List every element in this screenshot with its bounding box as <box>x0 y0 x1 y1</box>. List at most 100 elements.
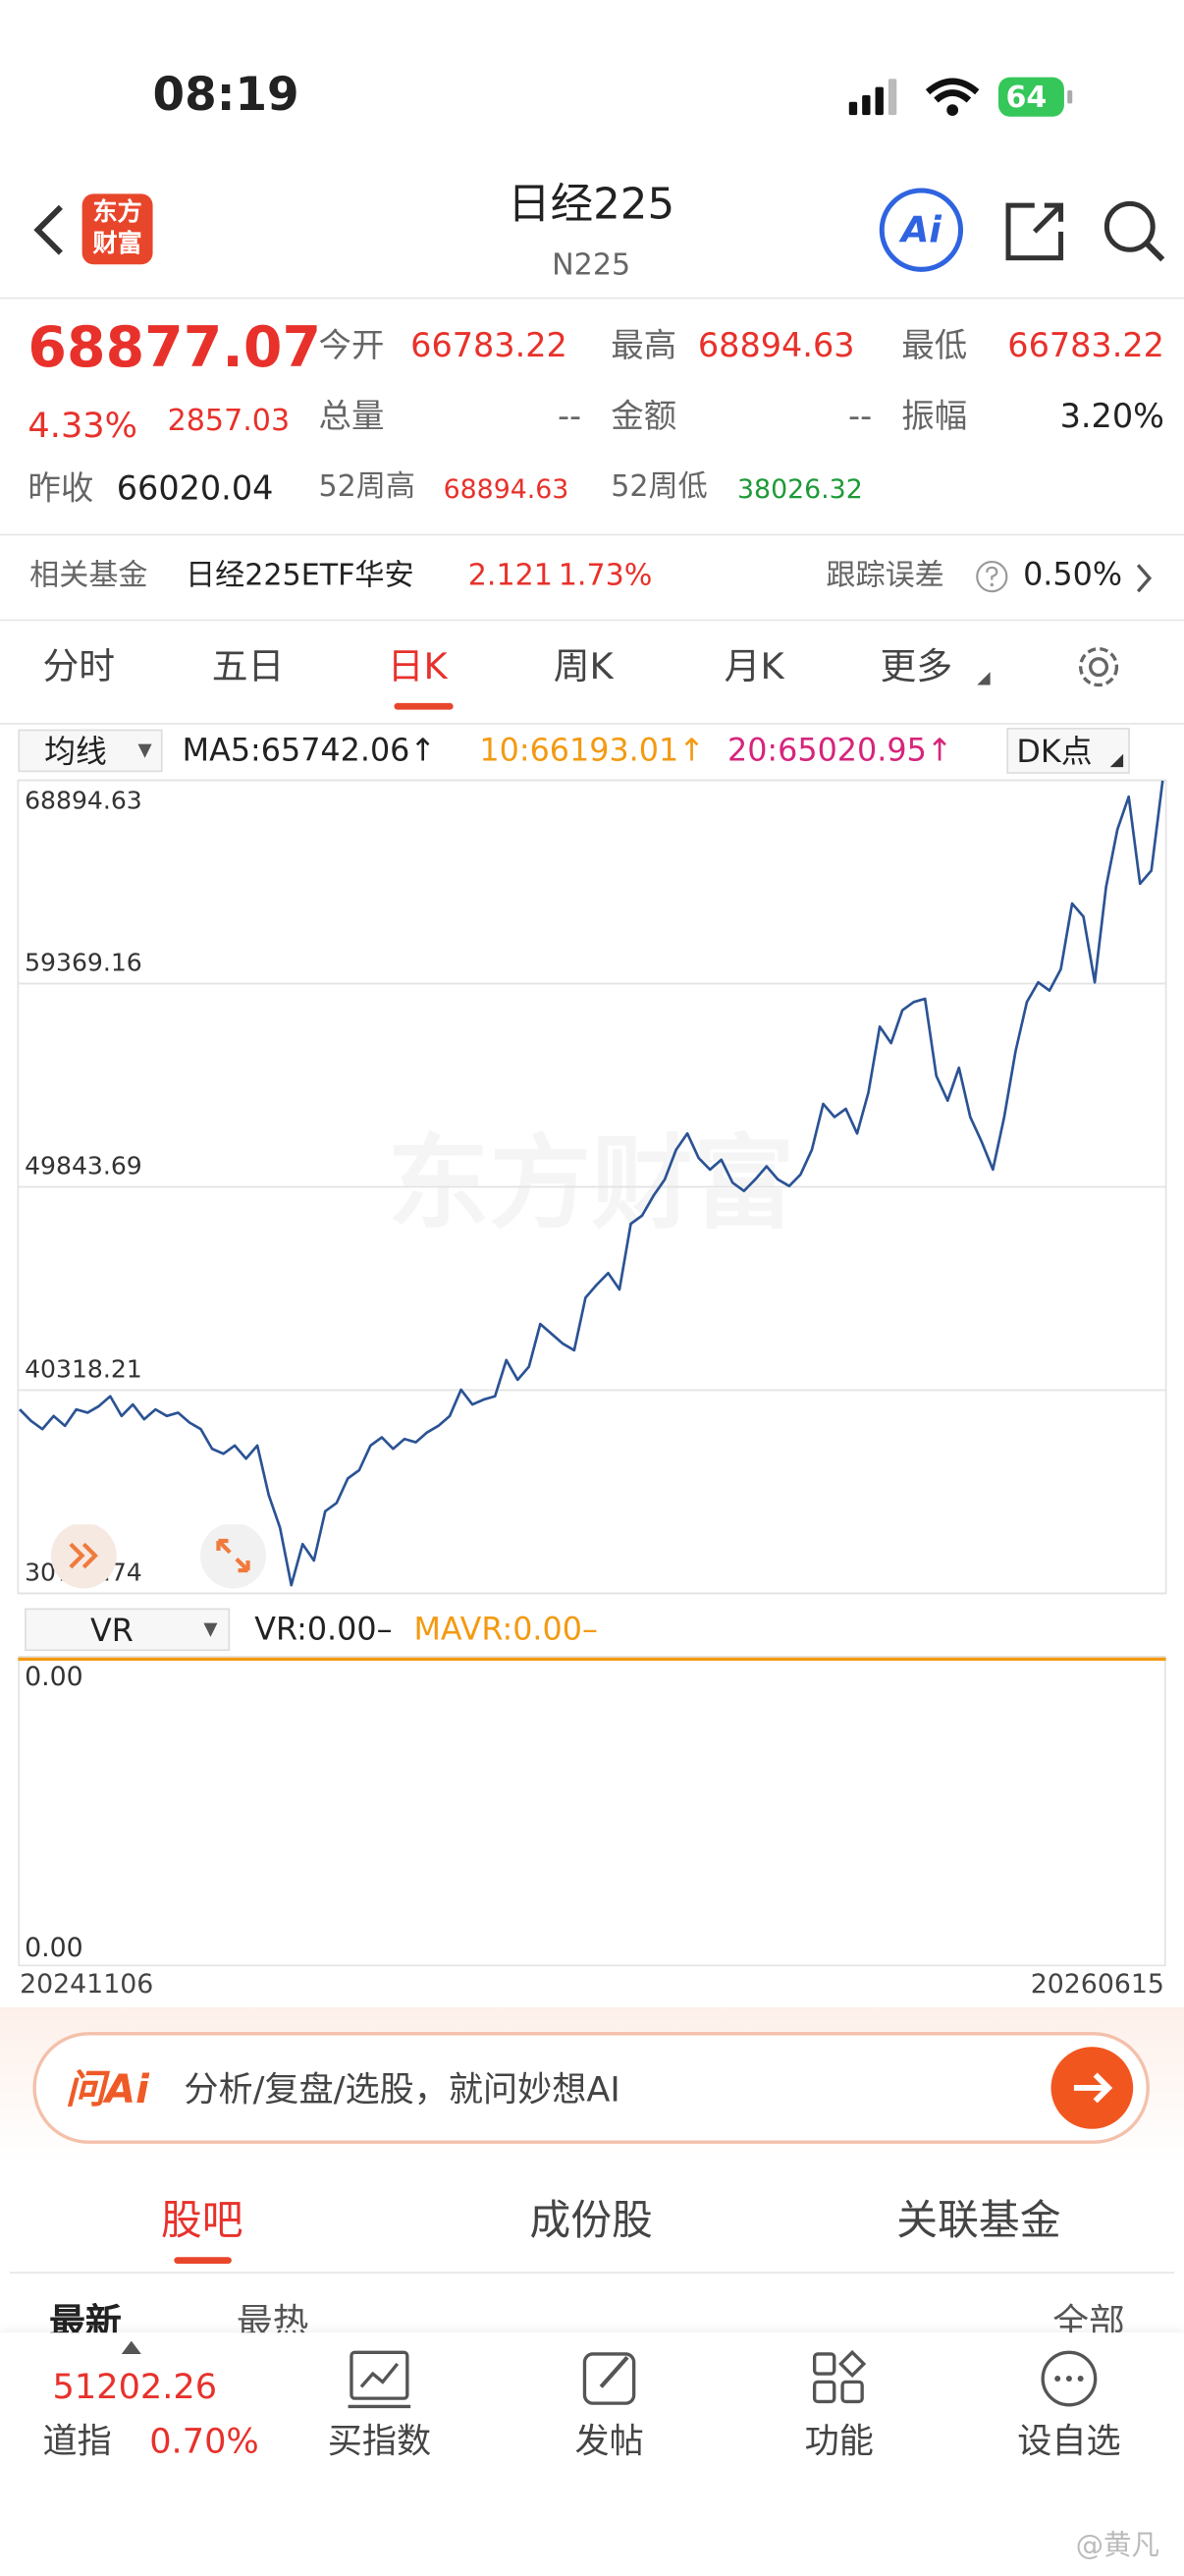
section-tab[interactable]: 关联基金 <box>896 2196 1061 2244</box>
separator <box>0 533 1184 536</box>
bottom-nav: 51202.26 道指 0.70% 买指数 发帖 功能 设自选 @黄凡 <box>0 2332 1184 2576</box>
ma20: 20:65020.95↑ <box>727 733 953 769</box>
index-value: 51202.26 <box>52 2367 218 2407</box>
index-pct: 0.70% <box>149 2421 259 2461</box>
separator <box>0 297 1184 300</box>
vr-value: VR:0.00– <box>254 1611 393 1648</box>
field-value: 68894.63 <box>697 325 855 365</box>
field-label: 今开 <box>318 325 385 365</box>
title: 日经225 <box>508 180 675 231</box>
battery-level: 64 <box>1005 81 1047 115</box>
search-icon[interactable] <box>1103 200 1156 252</box>
status-icons: 64 <box>848 77 1073 117</box>
ma-selector[interactable]: 均线 ▼ <box>18 729 163 773</box>
nav-item[interactable]: 设自选 <box>1017 2421 1121 2461</box>
tab-underline <box>394 702 454 710</box>
period-tab[interactable]: 周K <box>553 647 614 688</box>
header-actions: Ai <box>879 188 1165 272</box>
ma10: 10:66193.01↑ <box>479 733 705 769</box>
field-label: 52周低 <box>611 469 708 505</box>
nav-icons <box>348 2349 1098 2409</box>
field-value: -- <box>848 396 873 436</box>
x-end-label: 20260615 <box>1030 1967 1164 2000</box>
field-label: 昨收 <box>27 467 94 508</box>
chevron <box>1136 564 1153 593</box>
period-tab[interactable]: 五日 <box>211 647 285 688</box>
fund-row[interactable]: 相关基金 日经225ETF华安 2.121 1.73% 跟踪误差 0.50% <box>0 535 1184 618</box>
logo[interactable]: 东方 财富 <box>81 193 153 265</box>
dropdown-arrow: ▼ <box>137 739 152 761</box>
nav-item[interactable]: 发帖 <box>574 2421 644 2461</box>
fund-name: 日经225ETF华安 <box>186 558 414 593</box>
time: 08:19 <box>152 67 299 122</box>
period-tab[interactable]: 更多 <box>880 647 953 688</box>
watermark: @黄凡 <box>1075 2529 1159 2563</box>
period-tab-active[interactable]: 日K <box>387 647 448 688</box>
dk-button[interactable]: DK点 <box>1006 727 1130 774</box>
price-chart: 东方财富 30792.7440318.2149843.6959369.16688… <box>17 779 1167 1595</box>
tab-underline <box>174 2257 232 2264</box>
ai-button[interactable]: Ai <box>898 208 942 250</box>
dropdown-mark <box>977 672 991 685</box>
back-button[interactable] <box>25 197 74 263</box>
dropdown-mark <box>1109 753 1124 768</box>
period-tab[interactable]: 分时 <box>42 647 116 688</box>
logo-line: 财富 <box>92 228 142 258</box>
vr-selector[interactable]: VR ▼ <box>25 1608 231 1652</box>
price-line <box>19 780 1164 1587</box>
nav-item[interactable]: 买指数 <box>327 2421 432 2461</box>
tracking-value: 0.50% <box>1023 557 1123 593</box>
field-value: 38026.32 <box>737 472 863 505</box>
nav-item[interactable]: 功能 <box>804 2421 874 2461</box>
settings-icon[interactable] <box>1072 640 1125 693</box>
ai-input[interactable]: 问Ai 分析/复盘/选股，就问妙想AI <box>32 2032 1150 2144</box>
chart-watermark: 东方财富 <box>388 1125 795 1243</box>
ma-selector-label: 均线 <box>44 734 107 771</box>
y-tick-label: 68894.63 <box>25 786 142 814</box>
y-tick-label: 40318.21 <box>25 1354 142 1383</box>
field-label: 金额 <box>611 396 677 436</box>
ai-placeholder: 分析/复盘/选股，就问妙想AI <box>184 2069 620 2110</box>
change: 2857.03 <box>167 404 291 439</box>
tracking-label: 跟踪误差 <box>826 558 944 593</box>
y-tick-label: 59369.16 <box>25 948 142 976</box>
separator <box>0 722 1184 725</box>
fund-price: 2.121 <box>467 558 553 593</box>
fund-label: 相关基金 <box>29 558 148 593</box>
x-start-label: 20241106 <box>20 1967 154 2000</box>
dropdown-arrow: ▼ <box>203 1617 218 1640</box>
period-tab[interactable]: 月K <box>724 647 784 688</box>
y-tick-label: 49843.69 <box>25 1151 142 1179</box>
vr-panel <box>18 1656 1166 1967</box>
vr-bottom-label: 0.00 <box>25 1932 83 1963</box>
field-label: 总量 <box>318 396 385 436</box>
logo-line: 东方 <box>92 196 142 227</box>
field-value: 66020.04 <box>116 467 274 508</box>
help-icon <box>976 560 1008 593</box>
ma5: MA5:65742.06↑ <box>182 733 437 769</box>
section-tab-active[interactable]: 股吧 <box>160 2196 243 2244</box>
code: N225 <box>552 247 631 283</box>
mavr-line <box>18 1657 1166 1662</box>
fullscreen-button[interactable] <box>200 1524 266 1589</box>
field-label: 52周高 <box>318 469 416 505</box>
field-label: 最低 <box>901 325 968 365</box>
field-value: 3.20% <box>1059 396 1164 436</box>
index-name: 道指 <box>42 2421 112 2461</box>
dk-label: DK点 <box>1016 734 1093 771</box>
separator <box>0 619 1184 622</box>
field-value: -- <box>557 396 582 436</box>
ai-send[interactable] <box>1050 2047 1137 2132</box>
fund-pct: 1.73% <box>558 558 653 593</box>
vr-selector-label: VR <box>89 1613 134 1650</box>
vr-top-label: 0.00 <box>25 1661 83 1692</box>
section-tab[interactable]: 成份股 <box>529 2196 653 2244</box>
share-icon[interactable] <box>1005 202 1064 261</box>
field-label: 最高 <box>611 325 677 365</box>
field-label: 振幅 <box>901 396 968 436</box>
field-value: 66783.22 <box>410 325 567 365</box>
field-value: 68894.63 <box>443 472 569 505</box>
